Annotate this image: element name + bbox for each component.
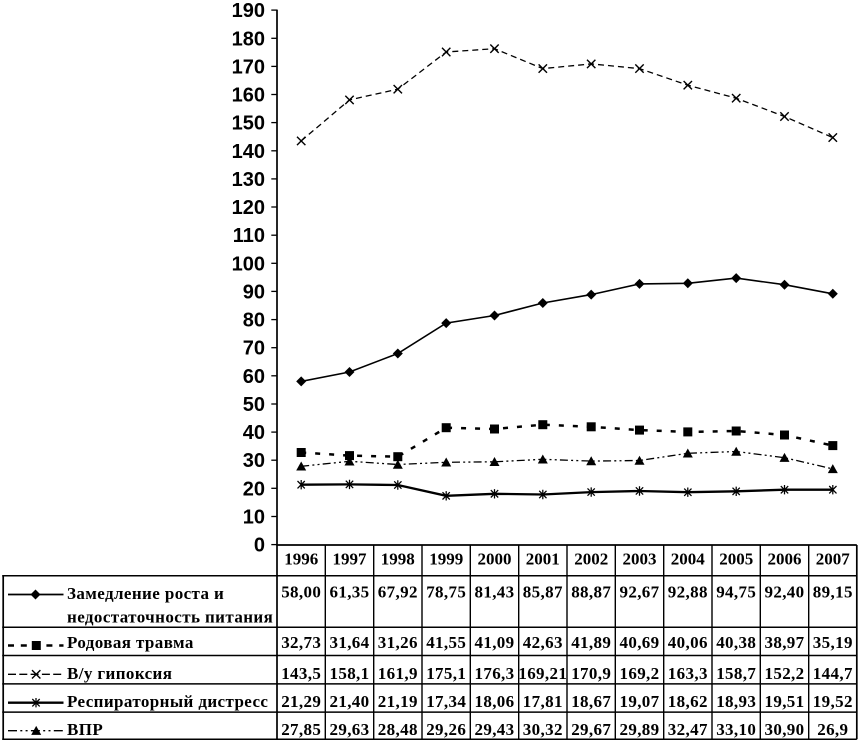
- svg-text:30,32: 30,32: [523, 720, 563, 739]
- svg-text:2002: 2002: [574, 549, 608, 568]
- svg-text:175,1: 175,1: [426, 664, 466, 683]
- svg-text:19,52: 19,52: [813, 692, 853, 711]
- svg-text:1999: 1999: [429, 549, 463, 568]
- svg-text:70: 70: [243, 338, 265, 360]
- svg-text:18,93: 18,93: [716, 692, 756, 711]
- svg-text:19,51: 19,51: [765, 692, 805, 711]
- svg-text:35,19: 35,19: [813, 633, 853, 652]
- svg-text:50: 50: [243, 394, 265, 416]
- svg-text:150: 150: [232, 113, 265, 135]
- svg-text:92,88: 92,88: [668, 583, 708, 602]
- svg-text:94,75: 94,75: [716, 583, 756, 602]
- svg-text:61,35: 61,35: [330, 583, 370, 602]
- svg-text:144,7: 144,7: [813, 664, 853, 683]
- svg-text:0: 0: [254, 535, 265, 557]
- svg-text:29,67: 29,67: [571, 720, 611, 739]
- svg-text:31,64: 31,64: [330, 633, 370, 652]
- svg-text:32,73: 32,73: [281, 633, 321, 652]
- svg-text:158,1: 158,1: [330, 664, 370, 683]
- svg-text:21,29: 21,29: [281, 692, 321, 711]
- svg-text:90: 90: [243, 281, 265, 303]
- svg-text:92,40: 92,40: [765, 583, 805, 602]
- svg-text:2006: 2006: [768, 549, 802, 568]
- svg-text:88,87: 88,87: [571, 583, 611, 602]
- svg-text:120: 120: [232, 197, 265, 219]
- svg-text:170: 170: [232, 56, 265, 78]
- svg-text:29,89: 29,89: [620, 720, 660, 739]
- svg-text:17,81: 17,81: [523, 692, 563, 711]
- svg-text:140: 140: [232, 141, 265, 163]
- svg-text:32,47: 32,47: [668, 720, 708, 739]
- svg-text:2000: 2000: [478, 549, 512, 568]
- svg-text:130: 130: [232, 169, 265, 191]
- svg-text:29,43: 29,43: [475, 720, 515, 739]
- svg-text:67,92: 67,92: [378, 583, 418, 602]
- svg-text:85,87: 85,87: [523, 583, 563, 602]
- svg-text:18,62: 18,62: [668, 692, 708, 711]
- svg-text:169,2: 169,2: [620, 664, 660, 683]
- svg-text:30: 30: [243, 450, 265, 472]
- svg-text:29,26: 29,26: [426, 720, 466, 739]
- svg-text:190: 190: [232, 0, 265, 22]
- svg-text:42,63: 42,63: [523, 633, 563, 652]
- svg-text:18,67: 18,67: [571, 692, 611, 711]
- svg-text:1998: 1998: [381, 549, 415, 568]
- svg-text:2003: 2003: [623, 549, 657, 568]
- svg-text:41,09: 41,09: [475, 633, 515, 652]
- svg-text:18,06: 18,06: [475, 692, 515, 711]
- svg-text:21,19: 21,19: [378, 692, 418, 711]
- svg-text:1997: 1997: [333, 549, 368, 568]
- svg-text:Родовая травма: Родовая травма: [67, 633, 194, 652]
- svg-text:180: 180: [232, 28, 265, 50]
- svg-text:30,90: 30,90: [765, 720, 805, 739]
- svg-text:ВПР: ВПР: [67, 720, 103, 739]
- svg-text:1996: 1996: [284, 549, 318, 568]
- svg-text:176,3: 176,3: [475, 664, 515, 683]
- svg-text:2005: 2005: [719, 549, 753, 568]
- svg-text:169,21: 169,21: [518, 664, 567, 683]
- svg-text:В/у гипоксия: В/у гипоксия: [67, 664, 172, 683]
- svg-text:2007: 2007: [816, 549, 851, 568]
- svg-text:152,2: 152,2: [765, 664, 805, 683]
- svg-text:160: 160: [232, 85, 265, 107]
- svg-text:89,15: 89,15: [813, 583, 853, 602]
- svg-text:Замедление роста и: Замедление роста и: [67, 584, 224, 603]
- svg-text:недостаточность питания: недостаточность питания: [67, 608, 273, 627]
- svg-text:40,38: 40,38: [716, 633, 756, 652]
- svg-text:21,40: 21,40: [330, 692, 370, 711]
- svg-text:41,55: 41,55: [426, 633, 466, 652]
- svg-text:81,43: 81,43: [475, 583, 515, 602]
- svg-text:26,9: 26,9: [817, 720, 848, 739]
- svg-text:143,5: 143,5: [281, 664, 321, 683]
- svg-text:31,26: 31,26: [378, 633, 418, 652]
- svg-text:40: 40: [243, 422, 265, 444]
- svg-text:2004: 2004: [671, 549, 706, 568]
- svg-text:20: 20: [243, 478, 265, 500]
- svg-text:170,9: 170,9: [571, 664, 611, 683]
- svg-text:40,06: 40,06: [668, 633, 708, 652]
- svg-text:78,75: 78,75: [426, 583, 466, 602]
- svg-text:Респираторный дистресс: Респираторный дистресс: [67, 692, 268, 711]
- svg-text:27,85: 27,85: [281, 720, 321, 739]
- svg-text:100: 100: [232, 253, 265, 275]
- svg-text:60: 60: [243, 366, 265, 388]
- svg-text:28,48: 28,48: [378, 720, 418, 739]
- svg-text:161,9: 161,9: [378, 664, 418, 683]
- svg-text:163,3: 163,3: [668, 664, 708, 683]
- svg-text:40,69: 40,69: [620, 633, 660, 652]
- svg-text:38,97: 38,97: [765, 633, 805, 652]
- svg-text:10: 10: [243, 507, 265, 529]
- svg-text:58,00: 58,00: [281, 583, 321, 602]
- svg-text:158,7: 158,7: [716, 664, 756, 683]
- svg-text:33,10: 33,10: [716, 720, 756, 739]
- svg-text:110: 110: [233, 225, 265, 247]
- svg-text:80: 80: [243, 310, 265, 332]
- svg-text:92,67: 92,67: [620, 583, 660, 602]
- svg-text:17,34: 17,34: [426, 692, 466, 711]
- svg-text:19,07: 19,07: [620, 692, 660, 711]
- svg-text:41,89: 41,89: [571, 633, 611, 652]
- svg-text:2001: 2001: [526, 549, 560, 568]
- svg-text:29,63: 29,63: [330, 720, 370, 739]
